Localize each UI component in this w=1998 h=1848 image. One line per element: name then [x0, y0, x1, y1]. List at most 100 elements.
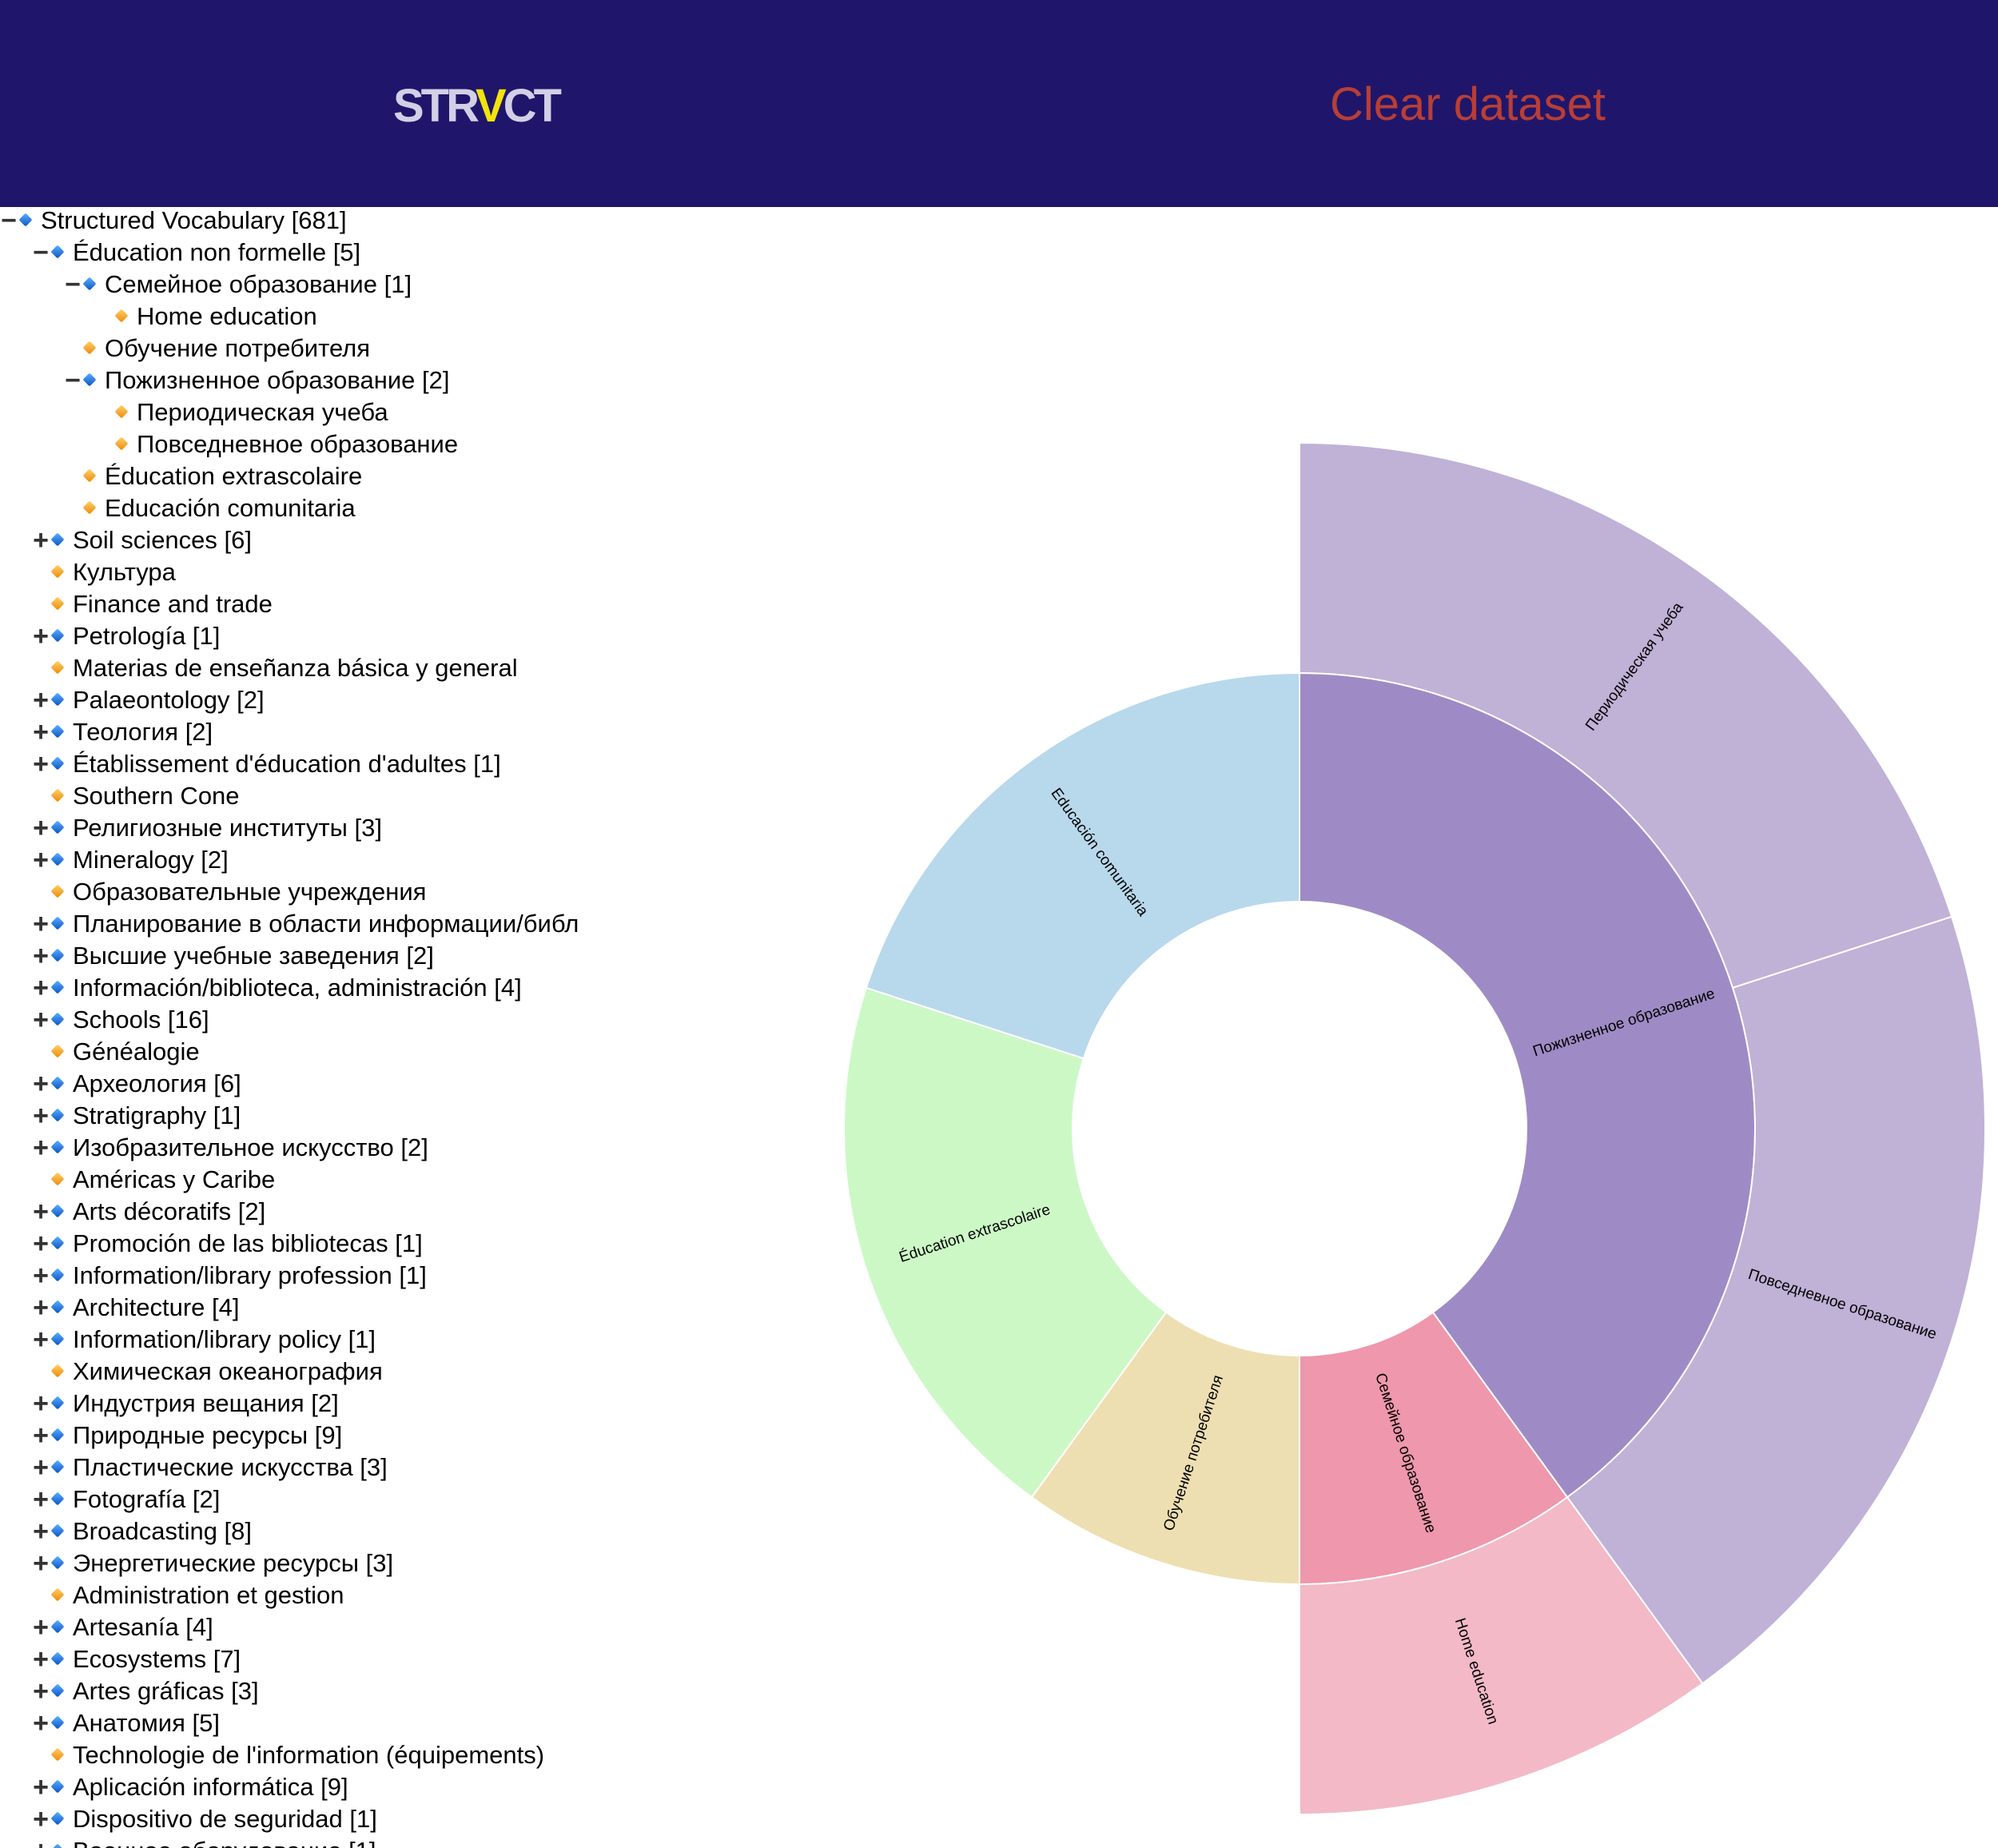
tree-item[interactable]: + Schools [16] — [0, 1004, 601, 1036]
tree-item[interactable]: + Природные ресурсы [9] — [0, 1420, 601, 1452]
tree-item[interactable]: Southern Cone — [0, 780, 601, 812]
tree-item[interactable]: + Dispositivo de seguridad [1] — [0, 1803, 601, 1835]
expand-icon[interactable]: + — [33, 1261, 49, 1291]
sunburst-arc[interactable] — [843, 986, 1168, 1499]
collapse-icon[interactable]: − — [33, 237, 49, 268]
tree-item[interactable]: Обучение потребителя — [0, 333, 601, 364]
tree-item[interactable]: − Пожизненное образование [2] — [0, 364, 601, 396]
expand-icon[interactable]: + — [33, 749, 49, 779]
tree-item[interactable]: + Stratigraphy [1] — [0, 1100, 601, 1132]
expand-icon[interactable]: + — [33, 1005, 49, 1035]
tree-item[interactable]: + Information/library policy [1] — [0, 1324, 601, 1356]
tree-item[interactable]: Technologie de l'information (équipement… — [0, 1739, 601, 1771]
sunburst-segment[interactable]: Периодическая учеба — [1299, 441, 1953, 990]
expand-icon[interactable]: + — [33, 1452, 49, 1483]
tree-item[interactable]: Administration et gestion — [0, 1579, 601, 1611]
expand-icon[interactable]: + — [33, 973, 49, 1003]
tree-item[interactable]: − Семейное образование [1] — [0, 269, 601, 301]
sunburst-arc[interactable] — [1299, 441, 1953, 990]
sunburst-segment[interactable]: Повседневное образование — [1566, 915, 1986, 1685]
tree-item[interactable]: Образовательные учреждения — [0, 876, 601, 908]
tree-item[interactable]: + Теология [2] — [0, 716, 601, 748]
collapse-icon[interactable]: − — [65, 365, 81, 396]
tree-item[interactable]: Периодическая учеба — [0, 396, 601, 428]
tree-item[interactable]: + Изобразительное искусство [2] — [0, 1132, 601, 1164]
expand-icon[interactable]: + — [33, 1772, 49, 1802]
expand-icon[interactable]: + — [33, 1292, 49, 1323]
tree-item[interactable]: + Arts décoratifs [2] — [0, 1196, 601, 1228]
tree-item[interactable]: Культура — [0, 556, 601, 588]
sunburst-segment[interactable]: Семейное образование — [1299, 1311, 1569, 1586]
sunburst-segment[interactable]: Éducation extrascolaire — [843, 986, 1168, 1499]
tree-item[interactable]: Finance and trade — [0, 588, 601, 620]
sunburst-arc[interactable] — [1030, 1311, 1300, 1586]
expand-icon[interactable]: + — [30, 1835, 51, 1848]
tree-item[interactable]: + Индустрия вещания [2] — [0, 1388, 601, 1420]
expand-icon[interactable]: + — [33, 1388, 49, 1419]
tree-item[interactable]: Home education — [0, 301, 601, 333]
tree-item[interactable]: + Aplicación informática [9] — [0, 1771, 601, 1803]
tree-item[interactable]: + Artesanía [4] — [0, 1611, 601, 1643]
tree-item[interactable]: + Mineralogy [2] — [0, 844, 601, 876]
tree-item[interactable]: + Высшие учебные заведения [2] — [0, 940, 601, 972]
expand-icon[interactable]: + — [33, 1229, 49, 1259]
collapse-icon[interactable]: − — [1, 205, 17, 236]
tree-item[interactable]: Éducation extrascolaire — [0, 460, 601, 492]
strvct-logo[interactable]: STRVCT — [393, 78, 562, 134]
expand-icon[interactable]: + — [33, 813, 49, 843]
tree-item[interactable]: + Établissement d'éducation d'adultes [1] — [0, 748, 601, 780]
tree-item[interactable]: + Fotografía [2] — [0, 1484, 601, 1515]
tree-item[interactable]: + Планирование в области информации/библ — [0, 908, 601, 940]
tree-item[interactable]: + Promoción de las bibliotecas [1] — [0, 1228, 601, 1260]
expand-icon[interactable]: + — [33, 845, 49, 875]
tree-item[interactable]: + Религиозные институты [3] — [0, 812, 601, 844]
expand-icon[interactable]: + — [33, 1197, 49, 1227]
expand-icon[interactable]: + — [33, 685, 49, 715]
expand-icon[interactable]: + — [33, 1516, 49, 1547]
expand-icon[interactable]: + — [33, 1804, 49, 1834]
tree-item[interactable]: Educación comunitaria — [0, 492, 601, 524]
expand-icon[interactable]: + — [33, 1420, 49, 1451]
expand-icon[interactable]: + — [33, 1548, 49, 1579]
sunburst-segment[interactable]: Пожизненное образование — [1299, 671, 1756, 1499]
tree-item[interactable]: + Information/library profession [1] — [0, 1260, 601, 1292]
expand-icon[interactable]: + — [33, 1708, 49, 1738]
tree-item[interactable]: + Palaeontology [2] — [0, 684, 601, 716]
tree-item[interactable]: + Археология [6] — [0, 1068, 601, 1100]
tree-item[interactable]: Américas y Caribe — [0, 1164, 601, 1196]
expand-icon[interactable]: + — [33, 525, 49, 556]
tree-item[interactable]: + Petrología [1] — [0, 620, 601, 652]
sunburst-segment[interactable]: Обучение потребителя — [1030, 1311, 1300, 1586]
sunburst-arc[interactable] — [1566, 915, 1986, 1685]
tree-item[interactable]: + Энергетические ресурсы [3] — [0, 1547, 601, 1579]
sunburst-segment[interactable]: Home education — [1299, 1496, 1704, 1816]
expand-icon[interactable]: + — [33, 621, 49, 651]
tree-item[interactable]: + Ecosystems [7] — [0, 1643, 601, 1675]
expand-icon[interactable]: + — [33, 1676, 49, 1707]
expand-icon[interactable]: + — [33, 941, 49, 971]
tree-item[interactable]: Généalogie — [0, 1036, 601, 1068]
tree-item[interactable]: Materias de enseñanza básica y general — [0, 652, 601, 684]
expand-icon[interactable]: + — [33, 1612, 49, 1643]
expand-icon[interactable]: + — [33, 717, 49, 747]
expand-icon[interactable]: + — [33, 909, 49, 939]
tree-item[interactable]: + Soil sciences [6] — [0, 524, 601, 556]
sunburst-arc[interactable] — [865, 671, 1300, 1060]
clear-dataset-button[interactable]: Clear dataset — [1330, 77, 1606, 133]
sunburst-segment[interactable]: Educación comunitaria — [865, 671, 1300, 1060]
tree-item[interactable]: Химическая океанография — [0, 1356, 601, 1388]
tree-item[interactable]: + Пластические искусства [3] — [0, 1452, 601, 1484]
expand-icon[interactable]: + — [33, 1324, 49, 1355]
expand-icon[interactable]: + — [33, 1484, 49, 1515]
tree-item[interactable]: − Éducation non formelle [5] — [0, 237, 601, 269]
tree-item[interactable]: + Información/biblioteca, administración … — [0, 972, 601, 1004]
collapse-icon[interactable]: − — [65, 269, 81, 300]
tree-item[interactable]: + Artes gráficas [3] — [0, 1675, 601, 1707]
tree-item[interactable]: − Structured Vocabulary [681] — [0, 205, 601, 237]
expand-icon[interactable]: + — [33, 1101, 49, 1131]
expand-icon[interactable]: + — [33, 1644, 49, 1675]
tree-item[interactable]: + Военное оборудование [1] — [0, 1835, 601, 1848]
tree-item[interactable]: Повседневное образование — [0, 428, 601, 460]
tree-item[interactable]: + Architecture [4] — [0, 1292, 601, 1324]
expand-icon[interactable]: + — [33, 1069, 49, 1099]
